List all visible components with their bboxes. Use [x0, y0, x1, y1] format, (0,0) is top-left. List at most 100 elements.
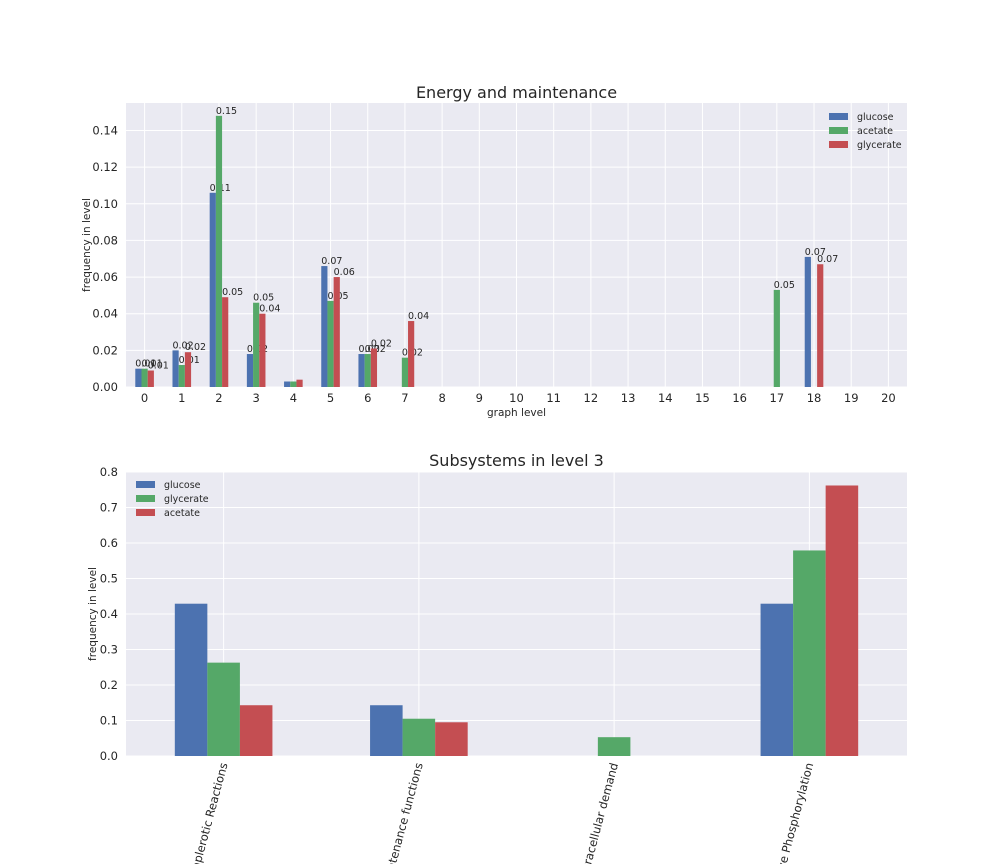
bar-glucose: [284, 381, 291, 387]
x-tick-label: 9: [476, 391, 483, 405]
data-label: 0.04: [259, 304, 280, 315]
bar-acetate: [364, 354, 371, 387]
bar-glycerate: [597, 737, 631, 756]
x-tick-label: ive Phosphorylation: [773, 761, 816, 864]
data-label: 0.15: [216, 106, 237, 117]
y-tick-label: 0.12: [92, 160, 118, 174]
x-tick-label: 17: [770, 391, 785, 405]
bar-glucose: [172, 350, 179, 387]
y-tick-label: 0.00: [92, 380, 118, 394]
data-label: 0.02: [371, 339, 392, 350]
data-label: 0.06: [334, 267, 355, 278]
legend-label: glycerate: [857, 140, 902, 151]
x-tick-label: 8: [438, 391, 445, 405]
legend-swatch: [829, 127, 848, 134]
bar-glucose: [246, 354, 254, 387]
bar-acetate: [239, 705, 273, 756]
data-label: 0.05: [222, 287, 243, 298]
legend-swatch: [829, 141, 848, 148]
data-label: 0.07: [805, 247, 826, 258]
data-label: 0.02: [185, 342, 206, 353]
bar-glycerate: [222, 297, 229, 387]
legend-label: glycerate: [164, 494, 209, 505]
legend-swatch: [829, 113, 848, 120]
x-tick-label: 14: [658, 391, 673, 405]
bar-glucose: [358, 354, 365, 387]
bar-glucose: [321, 266, 328, 387]
data-label: 0.05: [253, 293, 274, 304]
bar-glucose: [760, 603, 794, 756]
legend-swatch: [136, 509, 155, 516]
bar-glycerate: [259, 313, 266, 387]
y-tick-label: 0.04: [92, 307, 118, 321]
legend-label: acetate: [857, 126, 893, 137]
x-tick-label: intenance functions: [383, 761, 426, 864]
legend-label: glucose: [164, 480, 201, 491]
bar-acetate: [825, 485, 859, 756]
legend-swatch: [136, 495, 155, 502]
bar-acetate: [215, 115, 223, 387]
chart2-ylabel: frequency in level: [87, 567, 99, 661]
data-label: 0.01: [135, 359, 156, 370]
x-tick-label: aplerotic Reactions: [189, 761, 231, 864]
x-tick-label: 18: [807, 391, 822, 405]
x-tick-label: 4: [290, 391, 297, 405]
x-tick-label: 12: [584, 391, 599, 405]
y-tick-label: 0.2: [100, 678, 118, 692]
x-tick-label: 1: [178, 391, 185, 405]
chart1-title: Energy and maintenance: [416, 83, 617, 102]
data-label: 0.05: [774, 280, 795, 291]
y-tick-label: 0.6: [100, 536, 118, 550]
x-tick-label: 0: [141, 391, 148, 405]
y-tick-label: 0.08: [92, 233, 118, 247]
data-label: 0.01: [141, 359, 162, 370]
bar-glycerate: [402, 718, 436, 756]
x-tick-label: 7: [401, 391, 408, 405]
y-tick-label: 0.02: [92, 343, 118, 357]
legend-label: glucose: [857, 112, 894, 123]
bar-glucose: [209, 192, 216, 387]
data-label: 0.07: [817, 254, 838, 265]
bar-glycerate: [817, 264, 824, 387]
data-label: 0.02: [358, 344, 379, 355]
x-tick-label: 20: [881, 391, 896, 405]
y-tick-label: 0.06: [92, 270, 118, 284]
y-tick-label: 0.7: [100, 501, 118, 515]
bar-glucose: [804, 256, 811, 387]
bar-acetate: [141, 368, 148, 387]
y-tick-label: 0.3: [100, 643, 118, 657]
x-tick-label: 19: [844, 391, 859, 405]
chart-subsystems-level3: Subsystems in level 3 frequency in level…: [87, 451, 907, 864]
legend-label: acetate: [164, 508, 200, 519]
bar-glucose: [135, 368, 142, 387]
bar-glycerate: [184, 352, 192, 387]
y-tick-label: 0.4: [100, 607, 118, 621]
x-tick-label: 6: [364, 391, 371, 405]
bar-glycerate: [207, 662, 240, 756]
bar-glucose: [174, 603, 208, 756]
data-label: 0.04: [408, 311, 429, 322]
bar-acetate: [773, 289, 780, 387]
chart1-ylabel: frequency in level: [81, 198, 93, 292]
bar-glycerate: [147, 370, 154, 387]
x-tick-label: 15: [695, 391, 710, 405]
bar-glycerate: [296, 379, 303, 387]
chart1-xlabel: graph level: [487, 407, 546, 419]
bar-acetate: [253, 302, 260, 387]
x-tick-label: 13: [621, 391, 636, 405]
chart-energy-maintenance: Energy and maintenance graph level frequ…: [81, 83, 907, 419]
y-tick-label: 0.8: [100, 465, 118, 479]
x-tick-label: 11: [546, 391, 561, 405]
y-tick-label: 0.10: [92, 197, 118, 211]
bar-acetate: [435, 722, 468, 756]
x-tick-label: 5: [327, 391, 334, 405]
x-tick-label: 3: [253, 391, 260, 405]
y-tick-label: 0.1: [100, 714, 118, 728]
bar-acetate: [327, 300, 334, 387]
y-tick-label: 0.0: [100, 749, 118, 763]
bar-glycerate: [408, 321, 415, 387]
data-label: 0.07: [321, 256, 342, 267]
bar-glycerate: [793, 550, 826, 756]
chart2-title: Subsystems in level 3: [429, 451, 604, 470]
